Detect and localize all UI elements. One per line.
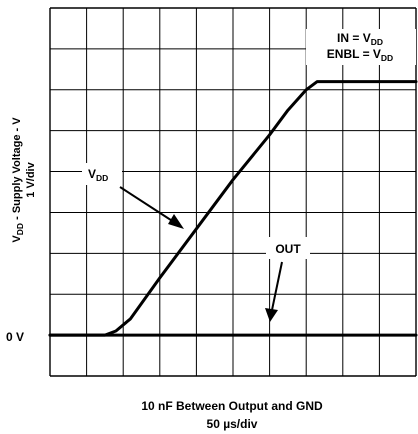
legend-background	[306, 29, 416, 65]
legend: IN = VDD ENBL = VDD	[306, 29, 416, 65]
y-axis-scale: 1 V/div	[25, 161, 37, 197]
annotation-out-label: OUT	[275, 242, 301, 256]
annotation-vdd-arrow	[119, 186, 178, 225]
legend-line-1: IN = VDD	[337, 31, 383, 47]
x-axis-title: 10 nF Between Output and GND	[141, 399, 323, 413]
x-axis-scale: 50 µs/div	[207, 417, 258, 431]
annotation-vdd-arrowhead	[168, 214, 184, 229]
trace-vdd	[48, 80, 418, 337]
annotation-vdd: VDD	[82, 163, 184, 229]
annotation-out-arrowhead	[265, 308, 278, 322]
annotation-out-background	[266, 237, 310, 259]
annotation-out-arrow	[271, 261, 283, 311]
series-traces	[48, 80, 418, 337]
annotation-out: OUT	[265, 237, 310, 322]
annotation-vdd-label: VDD	[88, 167, 108, 183]
annotation-vdd-background	[82, 163, 122, 185]
y-zero-label: 0 V	[6, 330, 24, 344]
y-axis-title: VDD - Supply Voltage - V	[11, 117, 25, 243]
legend-line-2: ENBL = VDD	[327, 47, 393, 63]
